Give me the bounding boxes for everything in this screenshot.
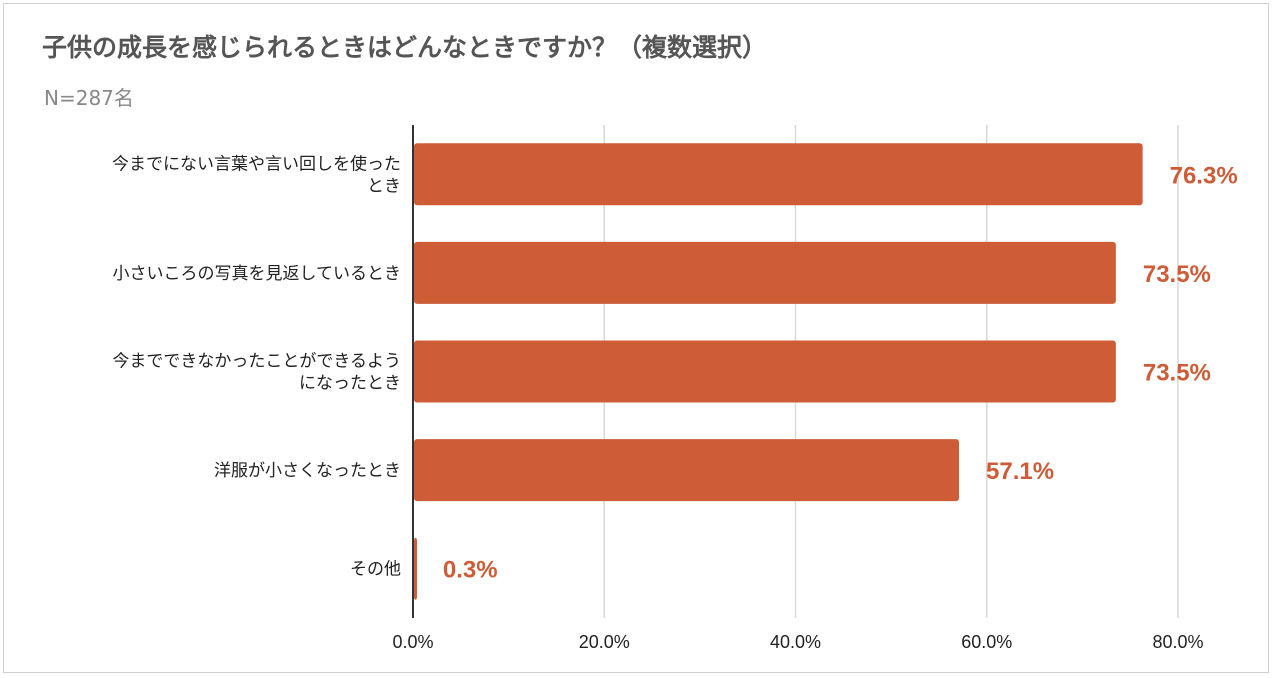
x-tick-labels: 0.0% 20.0% 40.0% 60.0% 80.0% [392,632,1203,652]
chart-frame [3,3,1269,673]
bar [414,241,1116,304]
bars [414,143,1143,600]
bar [414,143,1143,206]
value-label: 73.5% [1143,360,1211,387]
bar [414,537,417,600]
category-labels: 今までにない言葉や言い回しを使ったとき小さいころの写真を見返しているとき今までで… [112,153,401,579]
value-label: 57.1% [986,458,1054,485]
category-label: 小さいころの写真を見返しているとき [113,264,402,284]
value-label: 76.3% [1170,162,1238,189]
category-label: とき [367,176,401,196]
chart-title: 子供の成長を感じられるときはどんなときですか？（複数選択） [42,33,768,62]
category-label: 洋服が小さくなったとき [214,461,401,481]
category-label: 今までにない言葉や言い回しを使った [112,153,401,174]
bar [414,340,1116,403]
category-label: その他 [350,560,401,580]
value-label: 73.5% [1143,261,1211,288]
chart-subtitle: N=287名 [44,86,134,110]
x-tick-label: 60.0% [961,632,1012,652]
x-tick-label: 40.0% [770,632,821,652]
bar [414,439,960,502]
x-tick-label: 80.0% [1152,632,1203,652]
value-labels: 76.3% 73.5% 73.5% 57.1% 0.3% [443,162,1238,583]
value-label: 0.3% [443,557,498,584]
x-tick-label: 0.0% [392,632,433,652]
x-tick-label: 20.0% [579,632,630,652]
category-label: 今までできなかったことができるよう [112,352,401,372]
category-label: になったとき [299,374,401,394]
